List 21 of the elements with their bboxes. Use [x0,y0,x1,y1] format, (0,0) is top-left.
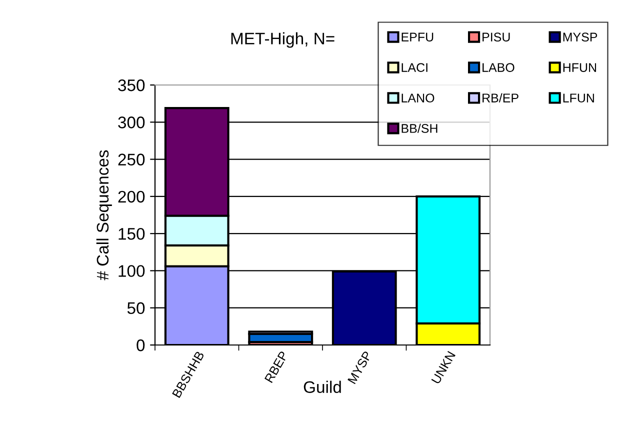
legend-label: RB/EP [482,93,518,102]
y-tick-label: 300 [118,116,145,128]
chart-title: MET-High, N= [231,32,334,48]
legend-label: BB/SH [402,124,438,133]
y-tick-label: 100 [118,265,145,277]
legend-label: LACI [402,63,428,72]
legend-label: LFUN [563,94,594,102]
y-tick-label: 50 [127,302,145,314]
x-axis-title: Guild [304,380,341,394]
legend-label: LANO [402,94,434,102]
y-tick-label: 350 [118,79,145,92]
legend-label: EPFU [402,32,434,42]
legend-label: PISU [482,32,510,42]
y-tick-label: 200 [118,190,145,203]
legend-label: MYSP [563,32,598,42]
y-tick-label: 250 [118,154,145,166]
legend-label: HFUN [563,63,596,72]
legend-label: LABO [482,63,514,72]
y-tick-label: 0 [136,339,145,352]
y-axis-title: # Call Sequences [96,150,112,280]
y-tick-label: 150 [118,228,145,240]
